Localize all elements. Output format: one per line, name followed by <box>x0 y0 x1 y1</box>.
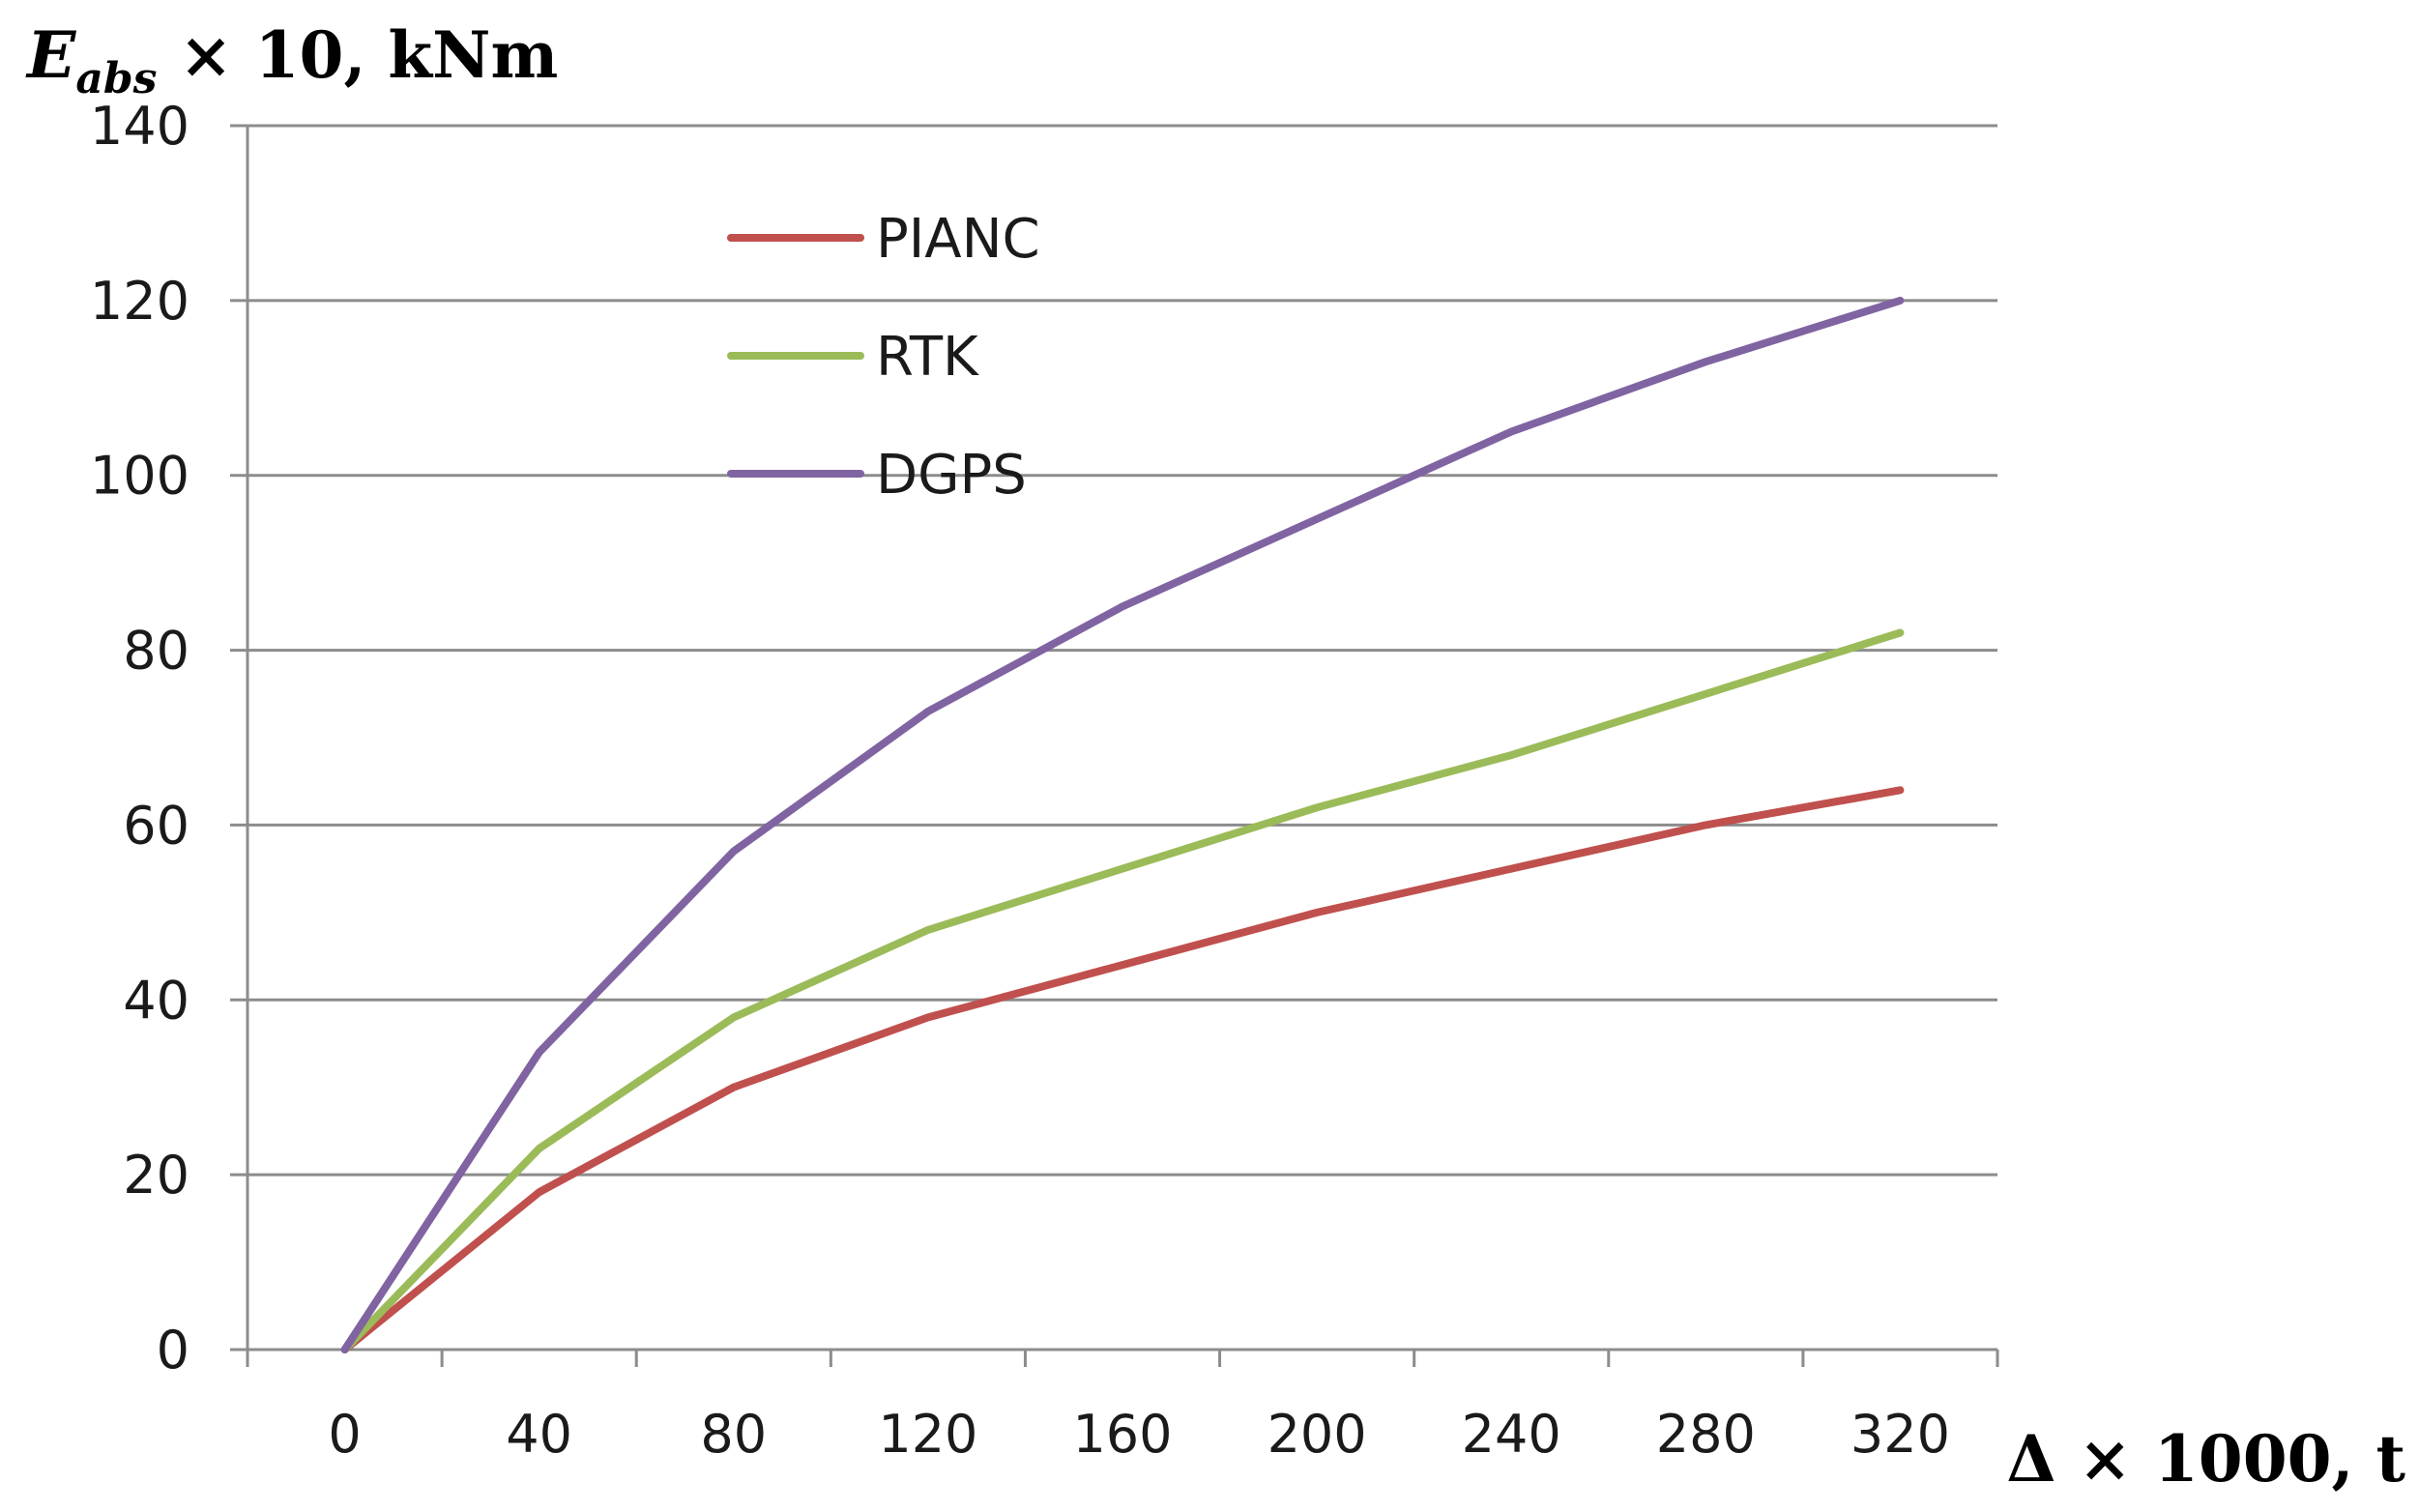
y-tick-label: 60 <box>123 795 189 856</box>
data-point-rtk <box>1899 631 1901 633</box>
y-axis-title-sub: abs <box>75 54 157 103</box>
data-point-pianc <box>733 1087 735 1089</box>
x-axis-title: Δ × 1000, t <box>2006 1421 2405 1497</box>
x-tick-label: 80 <box>700 1404 767 1465</box>
y-tick-label: 100 <box>90 446 189 507</box>
x-tick-label: 320 <box>1851 1404 1950 1465</box>
data-point-rtk <box>1705 693 1706 695</box>
y-axis-ticks: 0 20 40 60 80 100 120 140 <box>90 96 248 1381</box>
y-tick-label: 140 <box>90 96 189 157</box>
data-point-pianc <box>1122 964 1123 966</box>
x-tick-label: 0 <box>328 1404 361 1465</box>
x-tick-label: 200 <box>1268 1404 1367 1465</box>
data-point-pianc <box>1510 868 1512 870</box>
axes <box>246 126 1997 1352</box>
data-point-dgps <box>1705 361 1706 363</box>
x-tick-label: 120 <box>878 1404 977 1465</box>
data-point-dgps <box>733 851 735 853</box>
y-tick-label: 0 <box>157 1320 189 1381</box>
data-point-dgps <box>1122 605 1123 607</box>
data-point-rtk <box>1316 806 1318 808</box>
data-point-dgps <box>344 1349 346 1351</box>
y-axis-title-rest: × 10, kNm <box>157 17 558 93</box>
data-point-rtk <box>733 1016 735 1018</box>
y-tick-label: 40 <box>123 970 189 1031</box>
legend: PIANC RTK DGPS <box>727 208 1040 507</box>
data-point-dgps <box>927 711 929 712</box>
data-point-dgps <box>1316 518 1318 520</box>
gridlines <box>248 124 1997 1177</box>
series-lines <box>340 296 1905 1353</box>
data-point-pianc <box>1316 912 1318 914</box>
x-axis-ticks: 0 40 80 120 160 200 240 280 320 <box>246 1350 1999 1465</box>
data-point-pianc <box>1705 824 1706 826</box>
y-tick-label: 120 <box>90 271 189 332</box>
x-tick-label: 160 <box>1072 1404 1172 1465</box>
y-axis-title: Eabs × 10, kNm <box>25 17 558 103</box>
y-tick-label: 80 <box>123 621 189 682</box>
data-point-dgps <box>1899 300 1901 302</box>
data-point-rtk <box>927 929 929 931</box>
data-point-rtk <box>1510 754 1512 756</box>
data-point-pianc <box>927 1016 929 1018</box>
series-line-pianc <box>340 786 1905 1353</box>
data-point-pianc <box>1899 789 1901 791</box>
legend-label-rtk: RTK <box>876 326 979 389</box>
x-tick-label: 280 <box>1656 1404 1756 1465</box>
series-line-rtk <box>340 628 1905 1353</box>
x-tick-label: 40 <box>506 1404 572 1465</box>
y-tick-label: 20 <box>123 1145 189 1206</box>
legend-label-dgps: DGPS <box>876 444 1027 507</box>
legend-label-pianc: PIANC <box>876 208 1040 271</box>
data-point-dgps <box>1510 431 1512 432</box>
x-tick-label: 240 <box>1462 1404 1561 1465</box>
data-point-rtk <box>1122 868 1123 870</box>
y-axis-title-main: E <box>25 17 77 93</box>
